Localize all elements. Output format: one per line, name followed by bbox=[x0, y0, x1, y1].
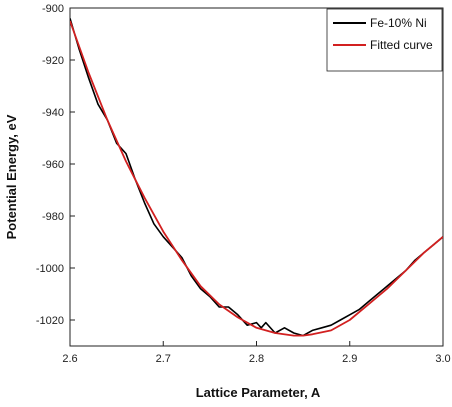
legend-label-fitted: Fitted curve bbox=[370, 38, 433, 52]
y-ticks: -900 -920 -940 -960 -980 -1000 -1020 bbox=[36, 3, 75, 327]
y-tick-label: -960 bbox=[42, 159, 64, 171]
x-tick-label: 2.9 bbox=[342, 353, 357, 365]
x-tick-label: 2.6 bbox=[62, 353, 77, 365]
x-tick-label: 2.7 bbox=[156, 353, 171, 365]
legend: Fe-10% Ni Fitted curve bbox=[326, 8, 443, 72]
y-tick-label: -940 bbox=[42, 107, 64, 119]
y-tick-label: -1020 bbox=[36, 315, 64, 327]
series-line-fitted bbox=[70, 20, 443, 337]
x-ticks: 2.6 2.7 2.8 2.9 3.0 bbox=[62, 341, 451, 365]
x-tick-label: 3.0 bbox=[435, 353, 450, 365]
y-tick-label: -900 bbox=[42, 3, 64, 15]
y-tick-label: -980 bbox=[42, 211, 64, 223]
y-axis-title: Potential Energy, eV bbox=[4, 114, 19, 239]
legend-label-fe10ni: Fe-10% Ni bbox=[370, 16, 427, 30]
x-axis-title: Lattice Parameter, A bbox=[196, 385, 321, 400]
legend-box bbox=[326, 8, 443, 72]
y-tick-label: -1000 bbox=[36, 263, 64, 275]
y-tick-label: -920 bbox=[42, 55, 64, 67]
series-layer bbox=[70, 18, 443, 337]
x-tick-label: 2.8 bbox=[249, 353, 264, 365]
